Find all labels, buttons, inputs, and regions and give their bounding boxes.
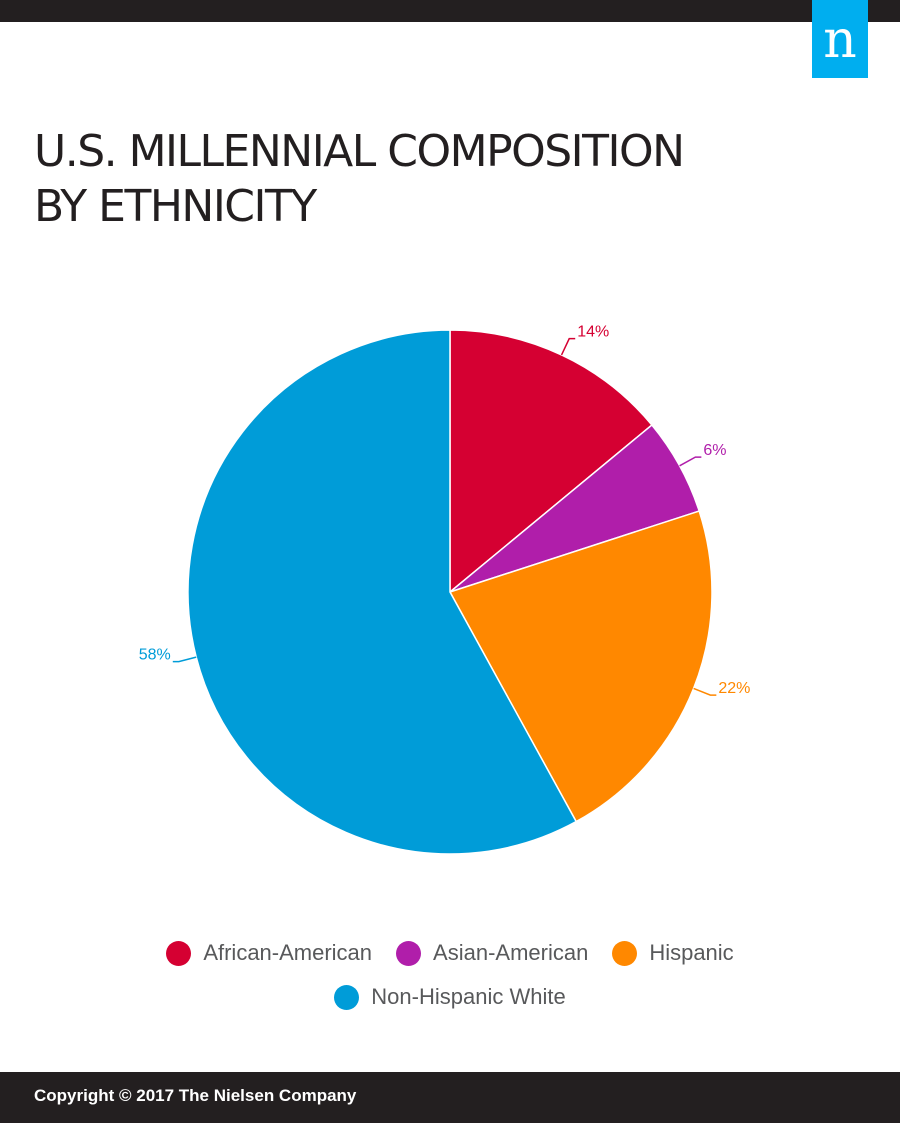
leader-line-african-american (560, 337, 576, 356)
legend-label: Hispanic (649, 940, 734, 965)
legend-label: Asian-American (433, 940, 589, 965)
copyright-text: Copyright © 2017 The Nielsen Company (34, 1086, 357, 1105)
footer: Copyright © 2017 The Nielsen Company (0, 1072, 900, 1123)
legend-swatch-icon (334, 984, 360, 1010)
data-label-african-american: 14% (577, 324, 609, 341)
leader-line-non-hispanic-white (172, 656, 197, 663)
chart-title: U.S. MILLENNIAL COMPOSITION BY ETHNICITY (34, 124, 685, 234)
top-bar (0, 0, 900, 22)
legend-swatch-icon (396, 940, 422, 966)
nielsen-logo: n (812, 0, 868, 78)
legend-item-non-hispanic-white: Non-Hispanic White (334, 984, 566, 1010)
title-line-2: BY ETHNICITY (34, 181, 317, 232)
legend-item-asian-american: Asian-American (396, 940, 588, 966)
pie-slice-non-hispanic-white (187, 329, 578, 855)
pie-slice-hispanic (448, 510, 713, 823)
legend-swatch-icon (166, 940, 192, 966)
data-label-asian-american: 6% (703, 442, 726, 459)
logo-letter: n (823, 10, 857, 70)
pie-slice-african-american (449, 329, 653, 594)
leader-line-hispanic (693, 687, 717, 696)
legend: African-American Asian-American Hispanic No… (0, 940, 900, 1010)
leader-line-asian-american (679, 456, 702, 467)
legend-label: African-American (203, 940, 373, 965)
data-label-non-hispanic-white: 58% (139, 647, 171, 664)
title-line-1: U.S. MILLENNIAL COMPOSITION (34, 126, 685, 177)
legend-item-african-american: African-American (166, 940, 372, 966)
legend-label: Non-Hispanic White (371, 984, 566, 1009)
legend-swatch-icon (612, 940, 638, 966)
data-label-hispanic: 22% (718, 680, 750, 697)
legend-item-hispanic: Hispanic (612, 940, 734, 966)
